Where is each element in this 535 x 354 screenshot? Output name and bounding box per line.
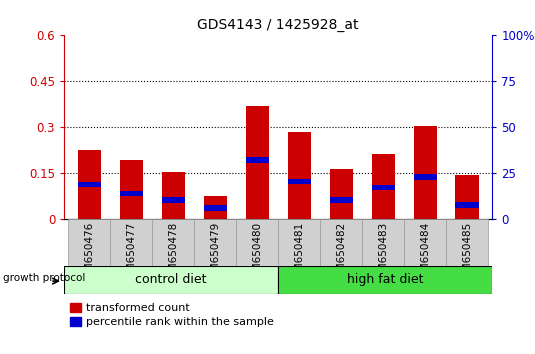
Text: GSM650485: GSM650485 xyxy=(462,222,472,285)
FancyBboxPatch shape xyxy=(362,219,404,266)
Text: GSM650484: GSM650484 xyxy=(420,222,430,285)
Bar xyxy=(120,160,143,219)
Bar xyxy=(455,175,479,219)
Bar xyxy=(204,205,227,211)
Text: GSM650477: GSM650477 xyxy=(126,222,136,285)
Bar xyxy=(330,197,353,202)
FancyBboxPatch shape xyxy=(278,266,492,294)
Text: GSM650479: GSM650479 xyxy=(210,222,220,285)
Bar xyxy=(455,202,479,208)
FancyBboxPatch shape xyxy=(278,219,320,266)
Bar xyxy=(78,182,101,187)
Text: GSM650481: GSM650481 xyxy=(294,222,304,285)
FancyBboxPatch shape xyxy=(68,219,110,266)
Bar xyxy=(414,126,437,219)
Text: GSM650478: GSM650478 xyxy=(169,222,178,285)
FancyBboxPatch shape xyxy=(194,219,236,266)
Bar xyxy=(204,196,227,219)
Bar xyxy=(78,150,101,219)
FancyBboxPatch shape xyxy=(64,266,278,294)
Bar xyxy=(162,197,185,202)
Title: GDS4143 / 1425928_at: GDS4143 / 1425928_at xyxy=(197,18,359,32)
Text: control diet: control diet xyxy=(135,273,207,286)
FancyBboxPatch shape xyxy=(446,219,488,266)
Bar xyxy=(288,132,311,219)
FancyBboxPatch shape xyxy=(320,219,362,266)
Text: GSM650480: GSM650480 xyxy=(252,222,262,285)
FancyBboxPatch shape xyxy=(110,219,152,266)
Bar xyxy=(414,174,437,179)
Text: growth protocol: growth protocol xyxy=(3,273,86,283)
Text: GSM650483: GSM650483 xyxy=(378,222,388,285)
Bar xyxy=(120,191,143,196)
Legend: transformed count, percentile rank within the sample: transformed count, percentile rank withi… xyxy=(70,303,274,327)
FancyBboxPatch shape xyxy=(236,219,278,266)
Bar xyxy=(372,154,395,219)
Bar xyxy=(372,185,395,190)
Text: GSM650476: GSM650476 xyxy=(85,222,94,285)
Bar xyxy=(288,179,311,184)
Text: GSM650482: GSM650482 xyxy=(336,222,346,285)
Bar xyxy=(246,106,269,219)
Text: high fat diet: high fat diet xyxy=(347,273,423,286)
FancyBboxPatch shape xyxy=(404,219,446,266)
Bar xyxy=(246,157,269,163)
FancyBboxPatch shape xyxy=(152,219,194,266)
Bar xyxy=(330,169,353,219)
Bar xyxy=(162,172,185,219)
